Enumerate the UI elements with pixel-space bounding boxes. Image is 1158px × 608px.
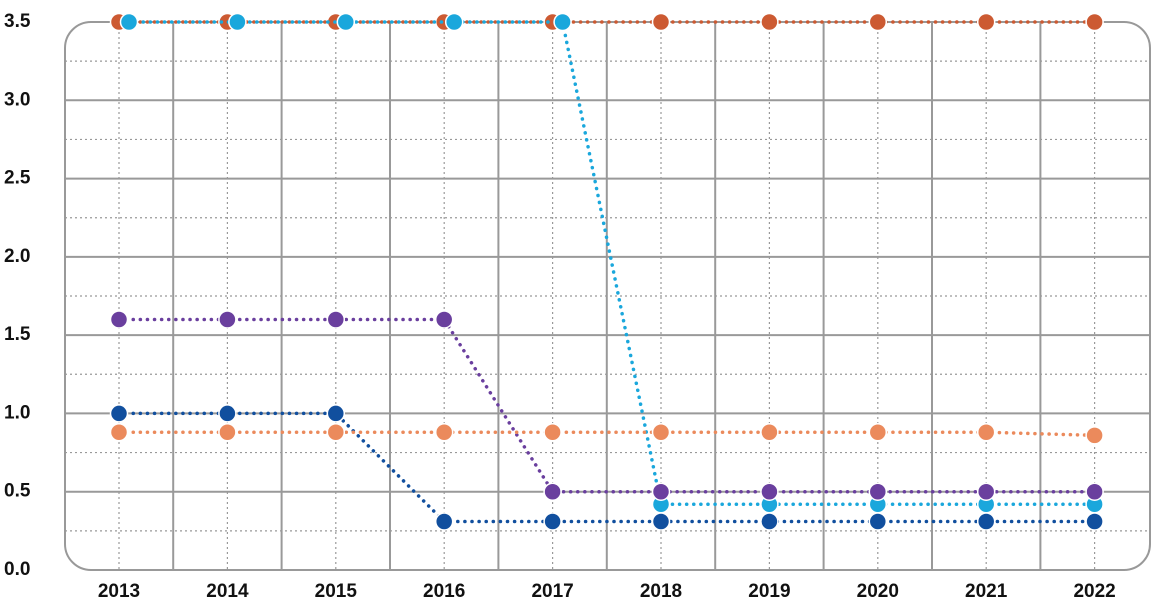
- x-tick-label: 2018: [640, 581, 682, 602]
- point: [651, 512, 671, 531]
- point: [976, 512, 996, 531]
- x-tick-label: 2020: [857, 581, 899, 602]
- point: [868, 482, 888, 501]
- x-tick-label: 2019: [748, 581, 790, 602]
- y-tick-label: 3.0: [4, 89, 30, 110]
- y-tick-label: 0.0: [4, 559, 30, 580]
- series-line: [117, 430, 1097, 438]
- point: [1085, 426, 1104, 445]
- point: [760, 422, 779, 442]
- point: [109, 422, 129, 442]
- point: [651, 422, 671, 442]
- point: [434, 512, 454, 531]
- point: [218, 310, 237, 329]
- point: [326, 422, 346, 442]
- point: [444, 12, 464, 32]
- series-line: [117, 317, 1097, 494]
- point: [109, 310, 129, 329]
- point: [218, 422, 237, 442]
- point: [109, 404, 129, 423]
- x-tick-label: 2014: [206, 581, 249, 602]
- point: [218, 404, 237, 423]
- x-tick-label: 2016: [423, 581, 465, 602]
- x-tick-label: 2013: [98, 581, 140, 602]
- point: [553, 12, 572, 32]
- point: [543, 482, 562, 501]
- point: [868, 422, 888, 442]
- x-tick-label: 2017: [531, 581, 573, 602]
- x-tick-label: 2021: [965, 581, 1008, 602]
- point: [326, 404, 346, 423]
- y-tick-label: 2.0: [4, 246, 30, 267]
- point: [336, 12, 356, 32]
- point: [1085, 12, 1104, 32]
- y-tick-label: 1.5: [4, 324, 31, 345]
- point: [651, 12, 671, 32]
- point: [651, 482, 671, 501]
- point: [868, 12, 888, 32]
- point: [1085, 482, 1104, 501]
- point: [976, 12, 996, 32]
- point: [326, 310, 346, 329]
- y-tick-label: 3.5: [4, 11, 31, 32]
- y-tick-label: 1.0: [4, 402, 30, 423]
- point: [976, 422, 996, 442]
- y-tick-label: 0.5: [4, 481, 31, 502]
- x-tick-label: 2015: [315, 581, 358, 602]
- point: [119, 12, 139, 32]
- point: [543, 512, 562, 531]
- y-tick-label: 2.5: [4, 168, 31, 189]
- point: [228, 12, 247, 32]
- point: [976, 482, 996, 501]
- point: [760, 512, 779, 531]
- point: [434, 310, 454, 329]
- series-line: [117, 411, 1097, 524]
- point: [868, 512, 888, 531]
- point: [543, 422, 562, 442]
- point: [760, 12, 779, 32]
- point: [1085, 512, 1104, 531]
- x-tick-label: 2022: [1073, 581, 1115, 602]
- series-line: [127, 20, 1097, 506]
- point: [434, 422, 454, 442]
- point: [760, 482, 779, 501]
